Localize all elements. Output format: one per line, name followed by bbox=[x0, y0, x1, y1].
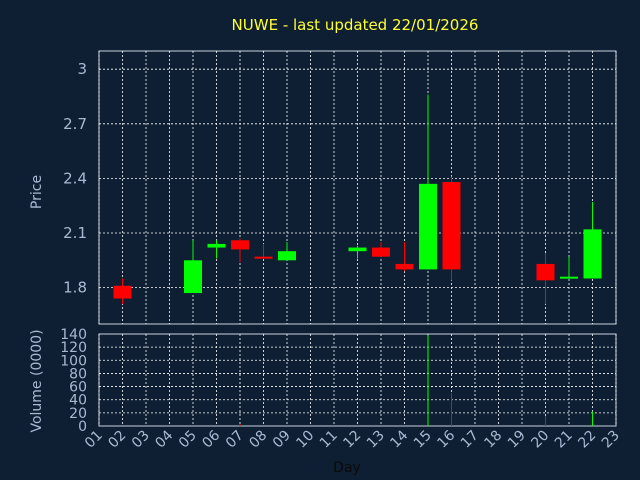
volume-axis-label: Volume (0000) bbox=[29, 329, 45, 432]
candle-body bbox=[560, 276, 578, 279]
price-tick-label: 1.8 bbox=[63, 279, 87, 297]
price-axis-label: Price bbox=[29, 175, 45, 209]
candle-body bbox=[442, 182, 461, 270]
x-axis: 01 02 03 04 05 06 07 08 09 10 11 12 13 14 15 16 17 18 19 20… bbox=[82, 427, 623, 451]
x-axis-label: Day bbox=[333, 460, 361, 476]
volume-tick-label: 60 bbox=[69, 380, 87, 396]
volume-tick-label: 120 bbox=[60, 340, 87, 356]
chart-title: NUWE - last updated 22/01/2026 bbox=[232, 16, 479, 34]
volume-tick-label: 40 bbox=[69, 393, 87, 409]
candle-body bbox=[113, 285, 132, 299]
volume-tick-label: 100 bbox=[60, 353, 87, 369]
price-tick-label: 2.4 bbox=[63, 169, 87, 187]
candle-body bbox=[184, 260, 202, 294]
volume-tick-label: 0 bbox=[78, 419, 87, 435]
candle-body bbox=[207, 243, 226, 248]
candle-body bbox=[395, 263, 414, 270]
volume-tick-label: 140 bbox=[60, 327, 87, 343]
price-panel: 3 2.7 2.4 2.1 1.8 bbox=[63, 50, 617, 325]
price-tick-label: 3 bbox=[77, 60, 87, 78]
candle-body bbox=[536, 263, 555, 281]
candle-body bbox=[348, 247, 367, 252]
candle-body bbox=[278, 251, 296, 261]
volume-tick-label: 80 bbox=[69, 366, 87, 382]
price-tick-label: 2.1 bbox=[63, 224, 87, 242]
candle-body bbox=[419, 183, 437, 270]
candle-body bbox=[254, 256, 273, 259]
candle-body bbox=[372, 247, 390, 257]
candle-body bbox=[231, 240, 249, 250]
volume-tick-label: 20 bbox=[69, 406, 87, 422]
price-tick-label: 2.7 bbox=[63, 115, 87, 133]
candle-body bbox=[583, 229, 602, 279]
